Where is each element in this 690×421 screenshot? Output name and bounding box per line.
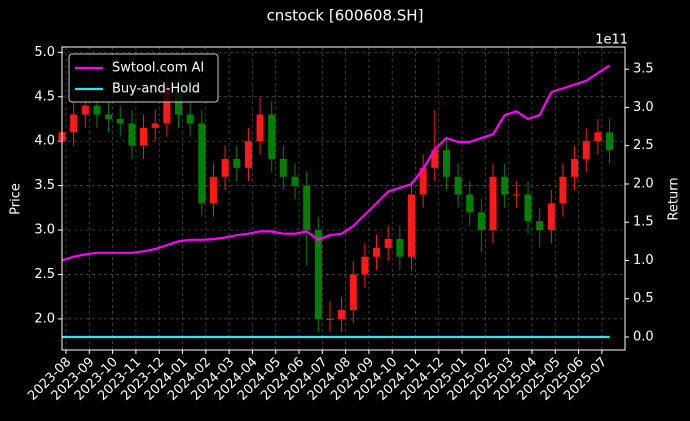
- candle-body: [93, 105, 101, 115]
- legend: Swtool.com AI Buy-and-Hold: [68, 53, 219, 103]
- y-axis-label: Price: [9, 183, 24, 215]
- candle-body: [314, 230, 322, 319]
- y-tick-label: 2.5: [34, 267, 55, 282]
- candle-body: [396, 238, 404, 257]
- y-tick-label: 3.5: [34, 178, 55, 193]
- candle-body: [221, 158, 229, 177]
- plot-frame: [61, 46, 626, 351]
- candle-body: [431, 150, 439, 168]
- y2-tick-label: 1.5: [633, 215, 654, 230]
- y-tick-label: 4.0: [34, 134, 55, 149]
- candle-body: [163, 87, 171, 124]
- candle-body: [373, 247, 381, 257]
- candle-body: [512, 194, 520, 196]
- candle-body: [233, 158, 241, 168]
- y2-tick-label: 3.5: [633, 62, 654, 77]
- candle-body: [81, 105, 89, 115]
- candle-body: [70, 114, 78, 133]
- candle-body: [489, 176, 497, 231]
- candle-body: [116, 118, 124, 124]
- y2-offset-label: 1e11: [595, 33, 628, 48]
- candle-body: [536, 221, 544, 231]
- y-tick-label: 2.0: [34, 311, 55, 326]
- candle-body: [419, 167, 427, 195]
- y-tick-label: 3.0: [34, 223, 55, 238]
- y2-tick-label: 0.0: [633, 329, 654, 344]
- candle-body: [268, 114, 276, 159]
- candle-body: [524, 194, 532, 222]
- candle-body: [361, 256, 369, 275]
- candle-body: [151, 123, 159, 128]
- candle-body: [349, 274, 357, 311]
- candle-body: [454, 176, 462, 195]
- candle-body: [408, 194, 415, 257]
- candle-body: [198, 123, 206, 204]
- candle-body: [209, 176, 217, 204]
- candle-body: [547, 203, 555, 231]
- candle-body: [256, 114, 264, 142]
- y-tick-label: 5.0: [34, 45, 55, 60]
- candle-body: [326, 318, 334, 320]
- candle-body: [559, 176, 567, 204]
- candle-body: [442, 150, 450, 177]
- candle-body: [501, 176, 509, 195]
- candle-body: [594, 132, 602, 142]
- candle-body: [140, 127, 148, 146]
- candle-body: [606, 132, 614, 151]
- candle-body: [582, 141, 590, 159]
- y2-axis-label: Return: [667, 177, 682, 220]
- candle-body: [291, 176, 299, 186]
- candle-body: [244, 141, 252, 168]
- candle-body: [466, 194, 474, 213]
- y2-tick-label: 2.5: [633, 138, 654, 153]
- candle-body: [186, 114, 194, 124]
- y2-tick-label: 1.0: [633, 253, 654, 268]
- candle-body: [477, 212, 485, 231]
- candle-body: [571, 158, 579, 177]
- candle-body: [338, 310, 346, 319]
- candle-body: [384, 238, 392, 248]
- y2-tick-label: 3.0: [633, 100, 654, 115]
- legend-label: Buy-and-Hold: [112, 82, 200, 97]
- y-tick-label: 4.5: [34, 89, 55, 104]
- y2-tick-label: 2.0: [633, 176, 654, 191]
- y2-tick-label: 0.5: [633, 291, 654, 306]
- series-line: [61, 64, 611, 262]
- candle-body: [303, 185, 311, 231]
- candle-body: [105, 114, 113, 119]
- candle-body: [128, 123, 136, 146]
- candle-body: [279, 158, 287, 177]
- legend-box: [68, 53, 219, 103]
- chart-title: cnstock [600608.SH]: [267, 7, 424, 25]
- legend-label: Swtool.com AI: [112, 61, 204, 76]
